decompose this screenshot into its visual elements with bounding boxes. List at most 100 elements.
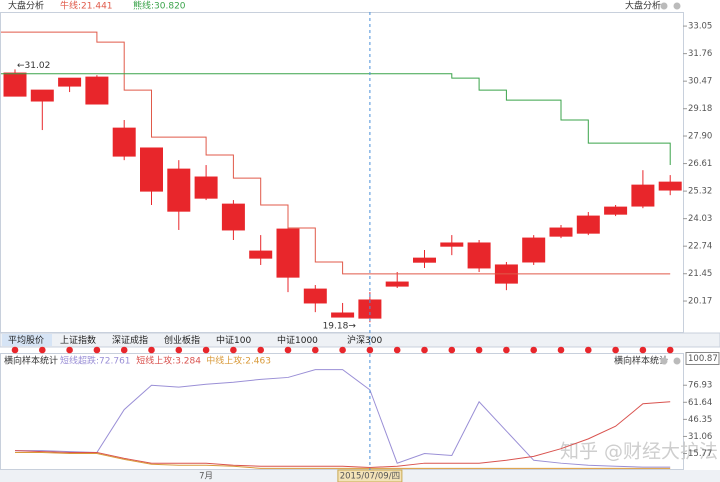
candle-body [58, 77, 82, 87]
period-marker[interactable] [530, 346, 537, 354]
settings-icon[interactable] [660, 2, 668, 10]
y-tick-label: 29.18 [688, 104, 712, 114]
legend-entry: 熊线:30.820 [133, 0, 186, 12]
series-line [15, 369, 671, 468]
candle-body [303, 288, 327, 304]
watermark: 知乎 @财经大护法 [560, 441, 718, 463]
series-line [15, 451, 671, 469]
candle-body [385, 281, 409, 287]
tab[interactable]: 上证指数 [60, 334, 96, 346]
y-tick-label: 21.45 [688, 269, 712, 279]
period-marker[interactable] [11, 346, 19, 354]
period-marker[interactable] [120, 346, 128, 354]
y-tick-label: 22.74 [688, 242, 712, 252]
period-marker[interactable] [666, 346, 674, 354]
y-tick-label: 27.90 [688, 132, 712, 142]
indicator-line [1, 31, 671, 275]
period-marker[interactable] [557, 346, 565, 354]
candle-body [167, 168, 191, 212]
period-marker[interactable] [175, 346, 183, 354]
legend-entry: 短线超跌:72.761 [60, 355, 131, 367]
y-tick-label: 24.03 [688, 214, 712, 224]
y-tick-label: 15.77 [688, 449, 712, 459]
period-marker[interactable] [475, 346, 483, 354]
candle-body [549, 227, 573, 237]
lower-title-right: 横向样本统计 [614, 355, 668, 367]
y-tick-label: 33.05 [688, 22, 712, 32]
tab-bar [0, 332, 720, 348]
tab[interactable]: 沪深300 [347, 334, 382, 346]
tab[interactable]: 创业板指 [164, 334, 200, 346]
candle-body [140, 147, 163, 192]
candle-body [331, 312, 355, 318]
help-icon[interactable] [673, 357, 681, 365]
candle-body [576, 215, 600, 234]
y-tick-label: 30.47 [688, 77, 712, 87]
period-marker[interactable] [148, 346, 155, 354]
period-marker[interactable] [366, 346, 374, 354]
price-annotation: ←31.02 [17, 61, 50, 71]
period-marker[interactable] [312, 346, 319, 354]
tab[interactable]: 深证成指 [112, 334, 148, 346]
legend-entry: 牛线:21.441 [60, 0, 113, 12]
lower-title: 横向样本统计 [4, 355, 58, 367]
candle-body [631, 184, 655, 207]
tab[interactable]: 平均股价 [8, 334, 44, 346]
x-tick-label: 2015/07/09/四 [340, 472, 400, 482]
legend-entry: 中线上攻:2.463 [206, 355, 271, 367]
candle-body [112, 127, 136, 157]
y-tick-label: 46.35 [688, 415, 712, 425]
legend-entry: 短线上攻:3.284 [136, 355, 201, 367]
tab[interactable]: 中证1000 [277, 334, 318, 346]
y-tick-label: 76.93 [688, 381, 712, 391]
candle-body [85, 76, 109, 105]
candle-body [194, 176, 218, 199]
value-box [685, 351, 720, 365]
value-box-label: 100.87 [688, 354, 718, 364]
upper-title-right: 大盘分析 [625, 0, 661, 12]
settings-icon[interactable] [660, 357, 668, 365]
period-marker[interactable] [257, 346, 265, 354]
candle-body [658, 181, 682, 191]
candle-body [413, 257, 436, 263]
candle-body [30, 89, 54, 102]
price-annotation: 19.18→ [323, 322, 357, 332]
period-marker[interactable] [230, 346, 237, 354]
candle-body [522, 237, 546, 263]
period-marker[interactable] [612, 346, 619, 354]
y-tick-label: 25.32 [688, 187, 712, 197]
candle-body [440, 242, 464, 247]
candle-body [604, 206, 628, 215]
y-tick-label: 31.06 [688, 432, 712, 442]
period-marker[interactable] [448, 346, 456, 354]
period-marker[interactable] [284, 346, 292, 354]
period-marker[interactable] [202, 346, 210, 354]
x-tick-label: 7月 [199, 472, 213, 482]
candle-body [249, 250, 273, 259]
y-tick-label: 20.17 [688, 297, 712, 307]
period-marker[interactable] [66, 346, 73, 354]
y-tick-label: 26.61 [688, 159, 712, 169]
period-marker[interactable] [421, 346, 428, 354]
upper-title: 大盘分析 [8, 0, 44, 12]
period-marker[interactable] [39, 346, 46, 354]
candle-body [221, 203, 245, 231]
indicator-line [1, 73, 671, 166]
period-marker[interactable] [393, 346, 401, 354]
period-marker[interactable] [503, 346, 510, 354]
help-icon[interactable] [673, 2, 681, 10]
candle-body [3, 72, 27, 97]
y-tick-label: 61.64 [688, 398, 712, 408]
series-line [14, 401, 671, 468]
tab-selected [2, 334, 52, 346]
candle-body [276, 228, 300, 278]
period-marker[interactable] [585, 346, 592, 354]
y-tick-label: 31.76 [688, 49, 712, 59]
period-marker[interactable] [339, 346, 346, 354]
period-marker[interactable] [93, 346, 101, 354]
tab[interactable]: 中证100 [216, 334, 251, 346]
period-marker[interactable] [639, 346, 647, 354]
candle-body [467, 242, 491, 269]
